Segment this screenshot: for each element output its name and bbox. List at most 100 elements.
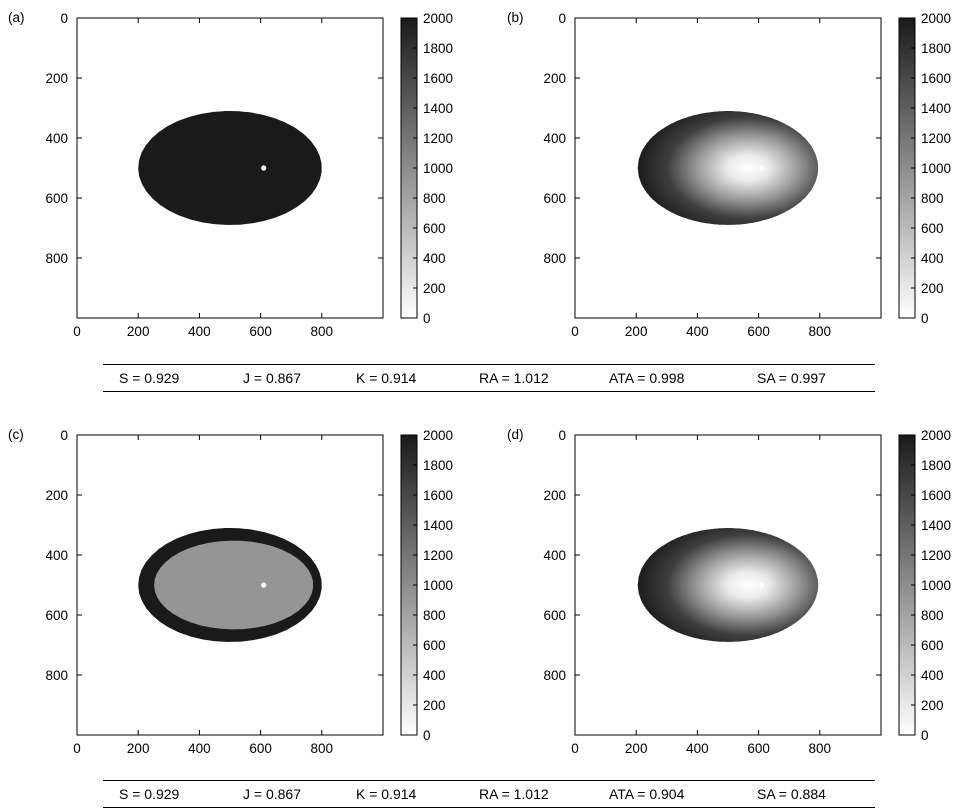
x-tick-label: 0 <box>571 741 579 756</box>
x-tick-label: 400 <box>686 741 709 756</box>
y-tick-label: 800 <box>543 251 566 266</box>
source-point <box>261 582 267 588</box>
y-tick-label: 0 <box>60 11 68 26</box>
y-tick-label: 400 <box>45 548 68 563</box>
source-point <box>759 165 765 171</box>
colorbar-tick-label: 1200 <box>921 131 951 146</box>
colorbar-tick-label: 2000 <box>921 428 951 443</box>
colorbar-tick-label: 400 <box>921 668 944 683</box>
colorbar-tick-label: 800 <box>921 608 944 623</box>
colorbar-tick-label: 1600 <box>921 71 951 86</box>
colorbar-tick-label: 600 <box>921 221 944 236</box>
colorbar-tick-label: 400 <box>423 251 446 266</box>
x-tick-label: 0 <box>571 324 579 339</box>
colorbar-tick-label: 200 <box>423 698 446 713</box>
colorbar-tick-label: 1200 <box>423 131 453 146</box>
region-shape <box>138 111 322 225</box>
colorbar-tick-label: 400 <box>423 668 446 683</box>
x-tick-label: 800 <box>809 741 832 756</box>
x-tick-label: 800 <box>809 324 832 339</box>
y-tick-label: 0 <box>558 428 566 443</box>
x-tick-label: 200 <box>625 324 648 339</box>
colorbar-tick-label: 1800 <box>921 458 951 473</box>
y-tick-label: 600 <box>543 608 566 623</box>
panel-d: (d) 0 200 400 600 800 0 200 400 600 800 0 200 400 600 8… <box>507 427 951 756</box>
metric-ra: RA = 1.012 <box>479 370 549 386</box>
colorbar-tick-label: 1000 <box>921 161 951 176</box>
x-tick-label: 200 <box>127 741 150 756</box>
x-tick-label: 800 <box>311 741 334 756</box>
x-tick-label: 600 <box>747 741 770 756</box>
metric-ra: RA = 1.012 <box>479 786 549 802</box>
colorbar-tick-label: 0 <box>921 311 929 326</box>
colorbar-tick-label: 0 <box>921 728 929 743</box>
metrics-row-ab: S = 0.929 J = 0.867 K = 0.914 RA = 1.012… <box>103 364 875 392</box>
colorbar-tick-label: 800 <box>921 191 944 206</box>
colorbar-tick-label: 800 <box>423 191 446 206</box>
x-tick-label: 400 <box>188 741 211 756</box>
colorbar-tick-label: 1400 <box>423 101 453 116</box>
metric-s: S = 0.929 <box>119 370 180 386</box>
x-tick-label: 600 <box>747 324 770 339</box>
panel-label: (b) <box>507 10 524 25</box>
y-tick-label: 400 <box>543 131 566 146</box>
x-tick-label: 400 <box>686 324 709 339</box>
colorbar-tick-label: 0 <box>423 311 431 326</box>
metric-s: S = 0.929 <box>119 786 180 802</box>
y-tick-label: 800 <box>45 668 68 683</box>
region-shape <box>637 111 819 225</box>
y-tick-label: 600 <box>45 191 68 206</box>
colorbar-tick-label: 1600 <box>423 71 453 86</box>
y-tick-label: 0 <box>558 11 566 26</box>
y-tick-label: 200 <box>45 71 68 86</box>
colorbar-tick-label: 1400 <box>423 518 453 533</box>
colorbar-tick-label: 400 <box>921 251 944 266</box>
colorbar-tick-label: 200 <box>921 698 944 713</box>
panel-label: (c) <box>8 427 24 442</box>
metric-sa: SA = 0.997 <box>757 370 826 386</box>
colorbar-tick-label: 2000 <box>423 428 453 443</box>
region-interior <box>154 540 314 630</box>
metric-j: J = 0.867 <box>243 370 301 386</box>
metrics-row-cd: S = 0.929 J = 0.867 K = 0.914 RA = 1.012… <box>103 780 875 808</box>
source-point <box>759 582 765 588</box>
colorbar-tick-label: 600 <box>423 221 446 236</box>
y-tick-label: 600 <box>45 608 68 623</box>
colorbar-tick-label: 0 <box>423 728 431 743</box>
y-tick-label: 600 <box>543 191 566 206</box>
x-tick-label: 600 <box>249 324 272 339</box>
panel-c: (c) 0 200 400 600 800 0 200 400 600 800 0 200 400 600 8… <box>8 427 453 756</box>
colorbar-tick-label: 600 <box>921 638 944 653</box>
x-tick-label: 800 <box>311 324 334 339</box>
x-tick-label: 200 <box>625 741 648 756</box>
colorbar-tick-label: 600 <box>423 638 446 653</box>
metric-j: J = 0.867 <box>243 786 301 802</box>
panel-label: (a) <box>8 10 25 25</box>
colorbar-tick-label: 1800 <box>423 458 453 473</box>
x-tick-label: 0 <box>73 741 81 756</box>
y-tick-label: 400 <box>45 131 68 146</box>
y-tick-label: 200 <box>45 488 68 503</box>
metric-sa: SA = 0.884 <box>757 786 826 802</box>
region-shape <box>637 528 819 642</box>
x-tick-label: 400 <box>188 324 211 339</box>
colorbar-tick-label: 1600 <box>921 488 951 503</box>
colorbar-tick-label: 800 <box>423 608 446 623</box>
panel-b: (b) 0 200 400 600 800 0 200 400 600 800 0 200 400 600 8… <box>507 10 951 339</box>
metric-ata: ATA = 0.998 <box>609 370 685 386</box>
colorbar-tick-label: 1200 <box>423 548 453 563</box>
y-tick-label: 800 <box>543 668 566 683</box>
colorbar-tick-label: 2000 <box>423 11 453 26</box>
y-tick-label: 200 <box>543 488 566 503</box>
colorbar-tick-label: 1200 <box>921 548 951 563</box>
panel-label: (d) <box>507 427 524 442</box>
colorbar-tick-label: 1400 <box>921 518 951 533</box>
colorbar-tick-label: 1800 <box>921 41 951 56</box>
metric-k: K = 0.914 <box>356 370 417 386</box>
colorbar-tick-label: 1000 <box>423 161 453 176</box>
source-point <box>261 165 267 171</box>
y-tick-label: 400 <box>543 548 566 563</box>
colorbar-tick-label: 1000 <box>921 578 951 593</box>
colorbar-tick-label: 200 <box>921 281 944 296</box>
